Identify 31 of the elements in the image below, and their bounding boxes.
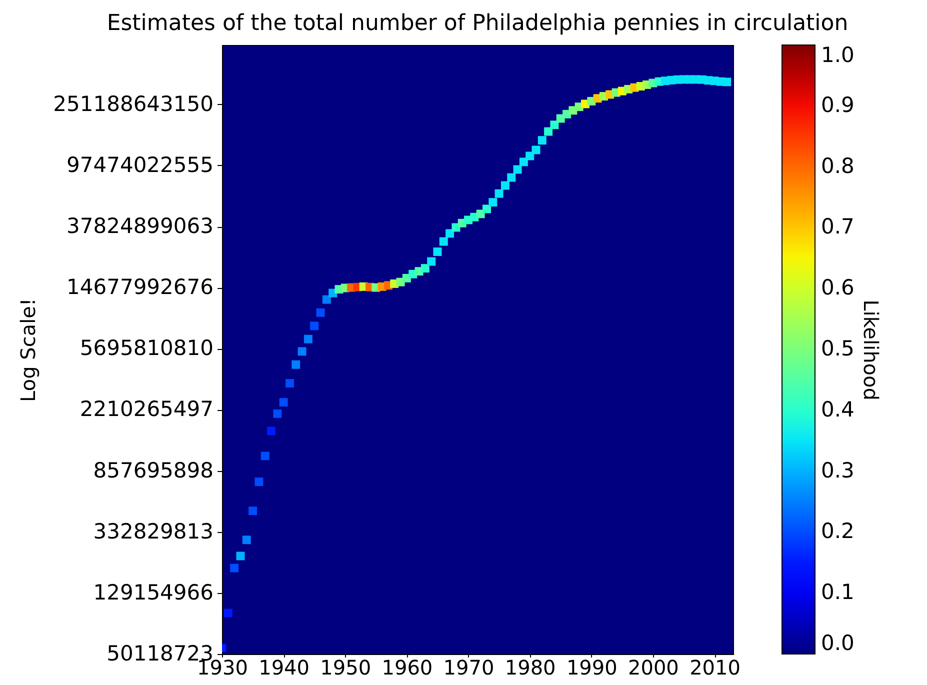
x-tick-label: 1990 [566,656,618,680]
color-bar-label: 0.2 [821,519,854,544]
color-bar-label: 0.6 [821,276,854,300]
y-tick-label: 332829813 [93,519,214,544]
x-tick-label: 2010 [690,656,740,680]
y-tick-label: 14677992676 [66,275,214,300]
chart-title: Estimates of the total number of Philadelphia pennies in circulation [106,11,848,36]
color-bar-label: 0.3 [821,458,854,482]
y-tick-label: 5695810810 [80,336,214,360]
x-tick-label: 1970 [443,656,494,680]
color-bar-label: 0.0 [821,631,854,655]
color-bar-title: Likelihood [859,300,883,400]
color-bar-label: 0.1 [821,580,854,604]
x-tick-label: 1940 [258,656,310,680]
x-tick-label: 1960 [382,656,433,680]
color-bar-label: 0.7 [821,214,854,239]
y-tick-label: 251188643150 [53,92,214,116]
color-bar-label: 0.9 [821,92,854,117]
y-tick-label: 857695898 [93,458,214,482]
y-tick-label: 129154966 [93,580,214,604]
y-axis-title: Log Scale! [16,298,40,402]
y-tick-label: 2210265497 [80,397,214,422]
y-tick-label: 37824899063 [66,214,214,238]
x-tick-label: 1950 [320,656,372,680]
x-tick-label: 2000 [628,656,679,680]
y-tick-label: 97474022555 [66,152,214,177]
color-bar-label: 0.8 [821,154,854,178]
color-bar-label: 0.5 [821,336,854,360]
color-bar-label: 1.0 [821,43,854,67]
color-bar-label: 0.4 [821,397,854,422]
x-tick-label: 1980 [504,656,556,680]
